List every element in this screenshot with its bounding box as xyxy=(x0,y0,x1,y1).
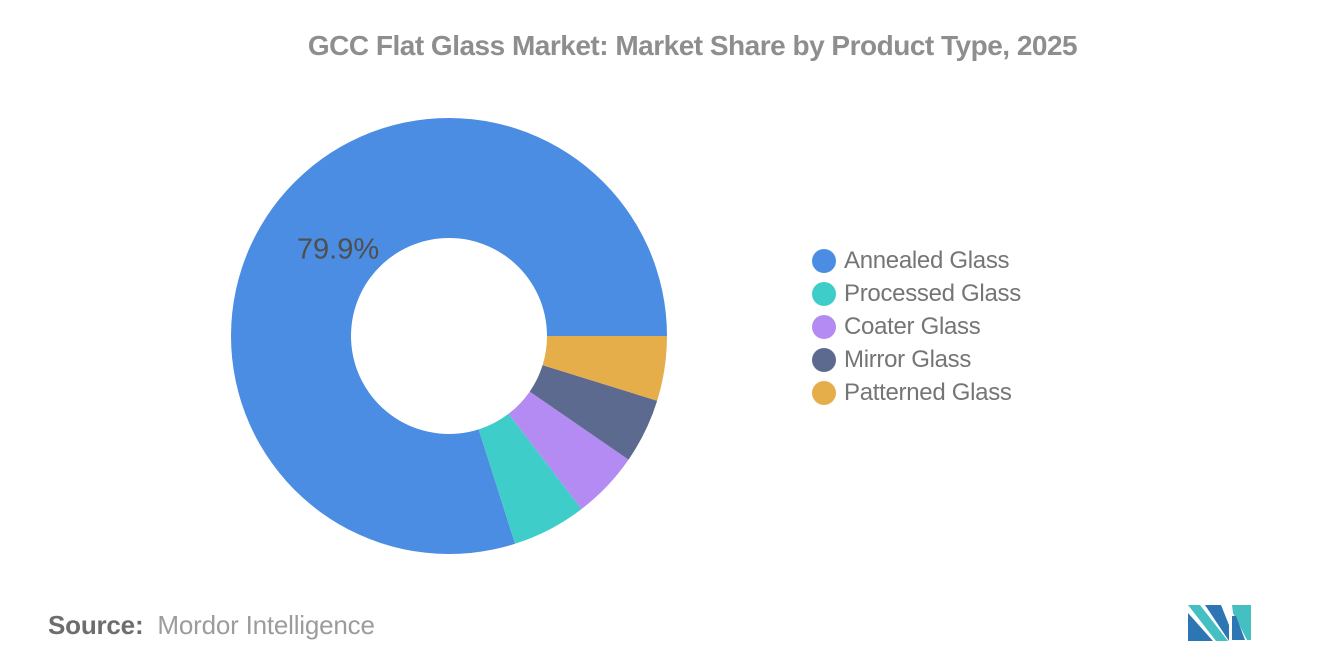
legend-swatch-icon xyxy=(812,281,836,306)
legend-swatch-icon xyxy=(812,314,836,339)
donut-slice-patterned-glass xyxy=(542,336,667,401)
legend-swatch-icon xyxy=(812,248,836,273)
mordor-intelligence-logo xyxy=(1188,605,1251,641)
donut-chart-area: 79.9% xyxy=(227,114,671,558)
legend-label: Mirror Glass xyxy=(844,346,972,373)
donut-slice-annealed-glass xyxy=(230,117,667,554)
legend-item-mirror-glass: Mirror Glass xyxy=(812,343,1021,376)
legend-label: Patterned Glass xyxy=(844,379,1012,406)
legend-label: Coater Glass xyxy=(844,313,981,340)
logo-blue-left-triangle xyxy=(1188,613,1213,641)
source-label: Source: xyxy=(48,610,144,640)
legend-item-annealed-glass: Annealed Glass xyxy=(812,244,1021,277)
legend-item-coater-glass: Coater Glass xyxy=(812,310,1021,343)
legend-label: Processed Glass xyxy=(844,280,1021,307)
donut-chart xyxy=(230,117,667,554)
chart-legend: Annealed Glass Processed Glass Coater Glas… xyxy=(812,244,1021,409)
logo-blue-middle xyxy=(1205,605,1229,641)
donut-data-label: 79.9% xyxy=(296,233,380,266)
legend-item-patterned-glass: Patterned Glass xyxy=(812,376,1021,409)
donut-slice-mirror-glass xyxy=(529,365,658,460)
legend-swatch-icon xyxy=(812,347,836,372)
legend-label: Annealed Glass xyxy=(844,247,1010,274)
chart-title: GCC Flat Glass Market: Market Share by P… xyxy=(307,30,1078,61)
donut-slice-processed-glass xyxy=(478,413,582,544)
source-value: Mordor Intelligence xyxy=(157,610,375,640)
logo-teal-block xyxy=(1232,605,1251,640)
logo-teal-stripe xyxy=(1188,605,1228,641)
source-row: Source: Mordor Intelligence xyxy=(48,610,375,641)
legend-item-processed-glass: Processed Glass xyxy=(812,277,1021,310)
legend-swatch-icon xyxy=(812,380,836,405)
logo-blue-block xyxy=(1232,616,1245,640)
donut-slice-coater-glass xyxy=(508,391,629,510)
